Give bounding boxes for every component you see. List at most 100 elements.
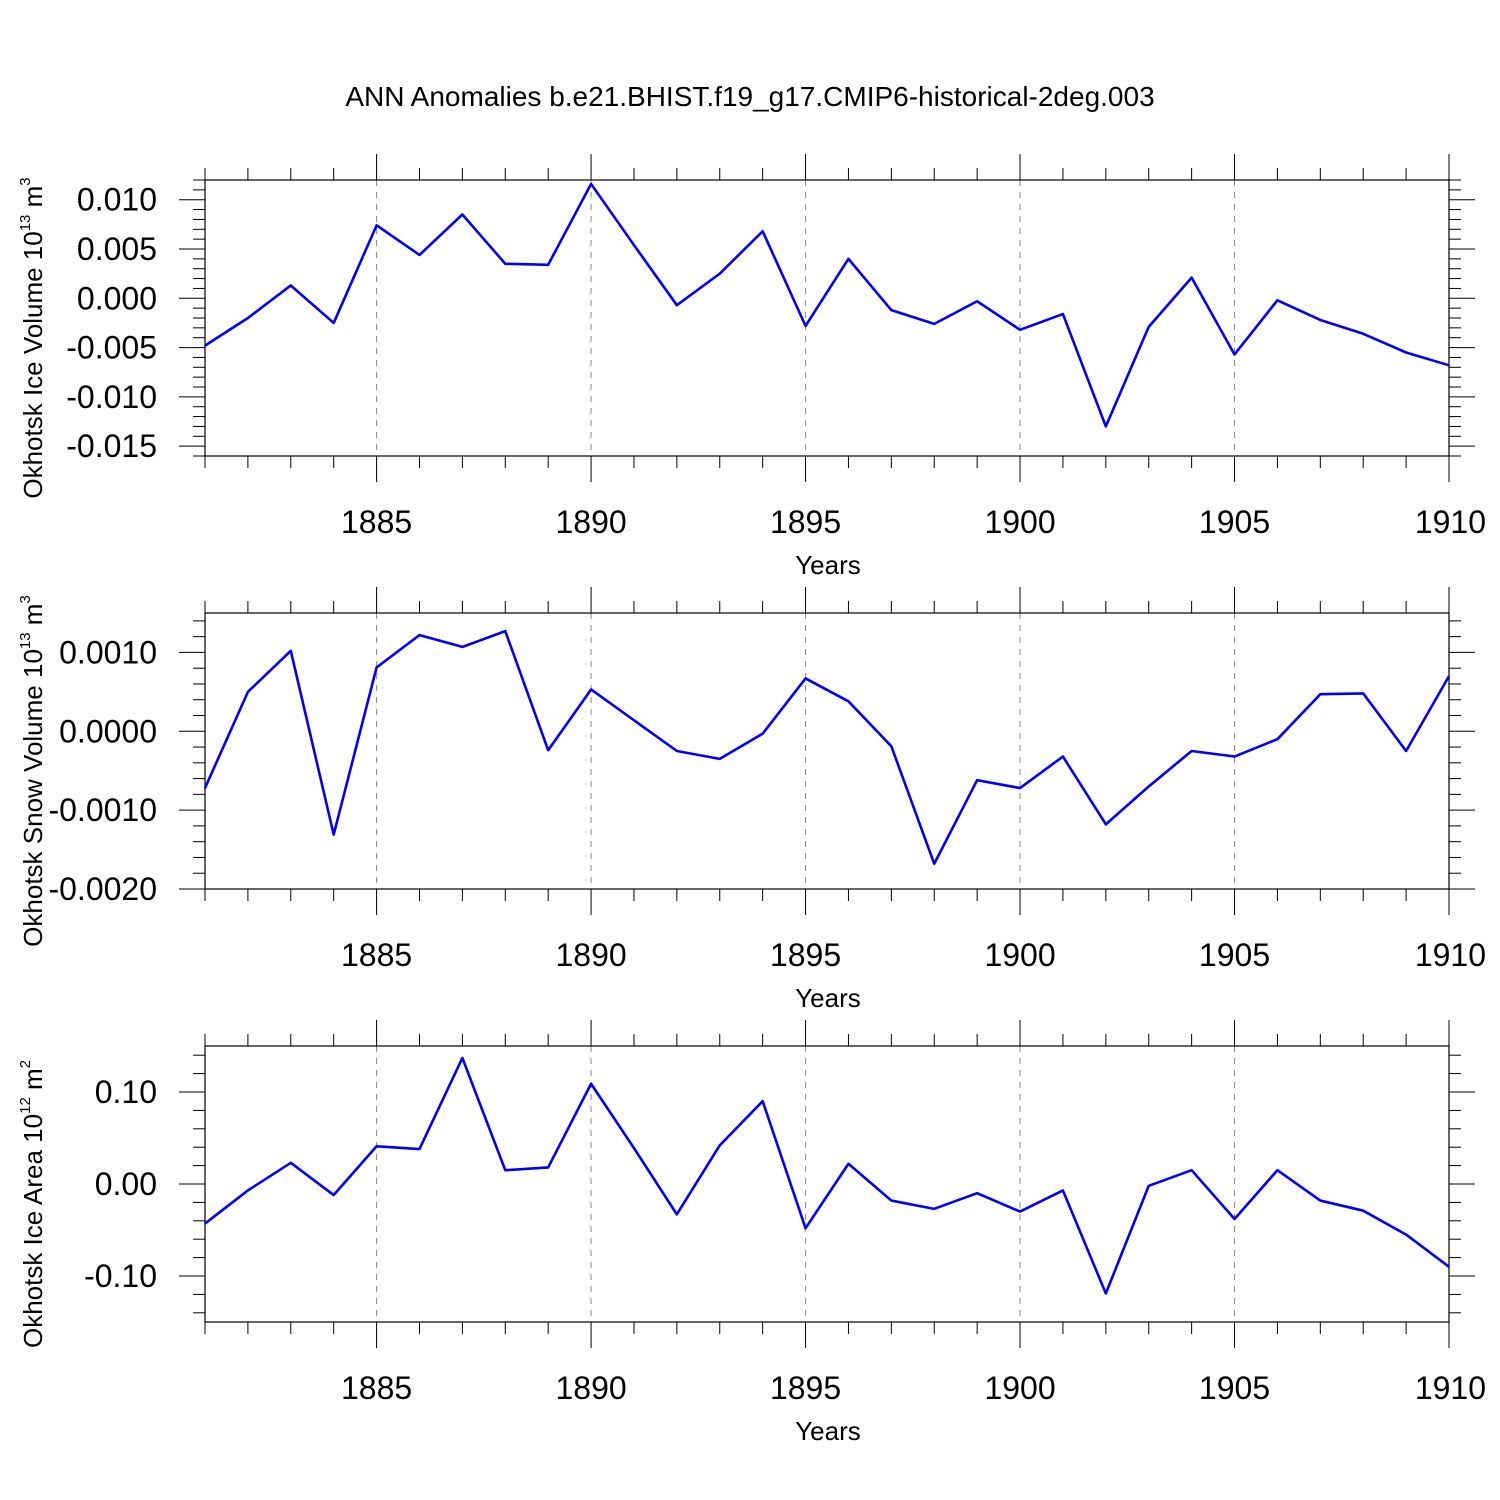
data-point — [1233, 755, 1236, 758]
y-tick-label: 0.10 — [95, 1074, 157, 1110]
y-axis-title-exponent: 13 — [17, 632, 34, 649]
data-point — [547, 1166, 549, 1169]
x-tick-label: 1885 — [341, 937, 412, 973]
data-point — [418, 254, 421, 256]
data-point — [332, 1194, 335, 1196]
data-point — [590, 688, 592, 691]
x-tick-label: 1885 — [341, 504, 412, 540]
y-tick-label: 0.000 — [77, 280, 157, 316]
data-point — [1147, 326, 1150, 328]
data-point — [1019, 329, 1021, 331]
series-line — [204, 1056, 1450, 1295]
data-point — [1190, 1169, 1193, 1171]
data-point — [1276, 738, 1279, 740]
data-point — [890, 745, 893, 748]
data-point — [461, 646, 464, 648]
data-point — [847, 700, 850, 703]
data-point — [676, 750, 678, 752]
data-point — [1019, 787, 1021, 789]
data-point — [461, 213, 464, 216]
data-point — [547, 263, 549, 266]
y-tick-label: -0.010 — [66, 379, 157, 415]
data-point — [375, 224, 378, 227]
data-point — [933, 1208, 936, 1210]
x-tick-label: 1910 — [1415, 504, 1486, 540]
data-point — [847, 258, 850, 260]
data-point — [1190, 750, 1193, 752]
x-tick-label: 1895 — [770, 937, 841, 973]
data-point — [504, 262, 507, 265]
y-axis-title-base: Okhotsk Snow Volume 10 — [18, 649, 48, 947]
plot-frame — [204, 612, 1450, 890]
data-point — [418, 1148, 421, 1150]
y-tick-label: 0.005 — [77, 231, 157, 267]
data-point — [1276, 1169, 1279, 1171]
data-point — [1276, 299, 1279, 302]
x-tick-label: 1890 — [555, 504, 626, 540]
data-point — [590, 183, 592, 185]
data-point — [332, 833, 335, 836]
data-point — [204, 344, 206, 347]
data-point — [1405, 351, 1407, 354]
y-tick-label: 0.0010 — [59, 634, 157, 670]
x-tick-label: 1900 — [984, 937, 1055, 973]
data-point — [289, 650, 292, 652]
y-axis-title-unit-exponent: 2 — [17, 1060, 34, 1068]
plot-frame — [204, 1045, 1450, 1323]
data-point — [418, 634, 421, 636]
x-tick-label: 1900 — [984, 1370, 1055, 1406]
data-point — [590, 1082, 592, 1085]
y-tick-label: -0.005 — [66, 330, 157, 366]
data-point — [1062, 1189, 1064, 1192]
data-point — [718, 272, 721, 275]
data-point — [247, 317, 249, 319]
data-point — [633, 719, 635, 722]
figure-title: ANN Anomalies b.e21.BHIST.f19_g17.CMIP6-… — [345, 81, 1154, 112]
x-tick-label: 1910 — [1415, 1370, 1486, 1406]
data-point — [1448, 675, 1450, 677]
data-point — [375, 1145, 378, 1148]
data-point — [1147, 1185, 1150, 1187]
data-point — [1105, 1292, 1107, 1295]
data-point — [1319, 1199, 1322, 1202]
data-point — [976, 300, 978, 303]
x-tick-label: 1895 — [770, 504, 841, 540]
data-point — [461, 1057, 464, 1059]
y-axis-title-base: Okhotsk Ice Area 10 — [18, 1114, 48, 1348]
data-point — [804, 677, 807, 680]
y-axis-title: Okhotsk Ice Area 1012 m2 — [17, 1060, 48, 1348]
data-point — [1405, 750, 1407, 752]
data-point — [1319, 319, 1322, 321]
y-axis-title-unit: m — [18, 604, 48, 633]
y-tick-label: -0.015 — [66, 428, 157, 464]
x-tick-label: 1905 — [1199, 937, 1270, 973]
x-tick-label: 1900 — [984, 504, 1055, 540]
data-point — [676, 1213, 678, 1216]
y-tick-label: 0.010 — [77, 182, 157, 218]
y-axis-title-exponent: 13 — [17, 215, 34, 232]
data-point — [1147, 785, 1150, 788]
data-point — [1062, 313, 1064, 315]
data-point — [633, 244, 635, 246]
data-point — [204, 1222, 206, 1225]
x-tick-label: 1910 — [1415, 937, 1486, 973]
series-line — [204, 182, 1450, 428]
data-point — [289, 284, 292, 287]
y-axis-title-unit: m — [18, 1068, 48, 1097]
data-point — [633, 1147, 635, 1149]
data-point — [1448, 364, 1450, 367]
y-axis-title-base: Okhotsk Ice Volume 10 — [18, 231, 48, 498]
data-point — [204, 787, 206, 789]
data-point — [1233, 353, 1236, 356]
data-point — [504, 630, 507, 632]
data-point — [1362, 332, 1365, 335]
series-line — [203, 629, 1451, 866]
x-tick-label: 1885 — [341, 1370, 412, 1406]
data-point — [247, 691, 249, 693]
data-point — [718, 1144, 721, 1147]
x-axis-title: Years — [795, 983, 861, 1013]
data-point — [1362, 1209, 1365, 1212]
data-point — [761, 1100, 764, 1102]
data-point — [976, 1192, 978, 1194]
panels: 0.010 0.005 0.000 -0.005 -0.010 -0.015 1885 189… — [17, 154, 1486, 1446]
